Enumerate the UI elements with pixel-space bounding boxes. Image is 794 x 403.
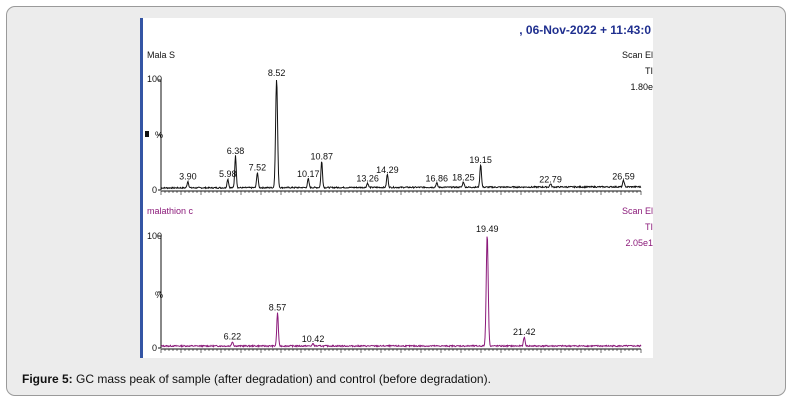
- sample-trace-label: Mala S: [147, 50, 175, 60]
- chromatogram-panel: , 06-Nov-2022 + 11:43:0 Mala S Scan El T…: [140, 18, 653, 358]
- peak-label: 3.90: [179, 171, 197, 181]
- peak-label: 22.79: [539, 175, 562, 185]
- peak-label: 19.15: [469, 155, 492, 165]
- control-y-tick-percent: %: [155, 290, 163, 300]
- caption-label: Figure 5:: [22, 372, 73, 386]
- peak-label: 26.59: [612, 171, 635, 181]
- sample-right-label-1: Scan El: [622, 50, 653, 60]
- peak-label: 8.52: [268, 68, 286, 78]
- control-trace-label: malathion c: [147, 206, 194, 216]
- control-y-tick-100: 100: [147, 231, 162, 241]
- chromatogram-trace: [160, 236, 642, 349]
- sample-right-label-3: 1.80e: [630, 82, 653, 92]
- sample-scale-marker: [145, 131, 149, 137]
- peak-label: 10.17: [297, 169, 320, 179]
- peak-label: 7.52: [249, 163, 267, 173]
- peak-label: 14.29: [376, 165, 399, 175]
- peak-label: 19.49: [476, 224, 499, 234]
- peak-label: 10.42: [302, 334, 325, 344]
- control-chromatogram: malathion c Scan El TI 2.05e1 100 % 0 6.…: [147, 206, 653, 353]
- peak-label: 6.38: [227, 146, 245, 156]
- chromatogram-trace: [160, 79, 642, 190]
- sample-y-tick-100: 100: [147, 74, 162, 84]
- control-y-tick-0: 0: [152, 343, 157, 353]
- peak-label: 10.87: [310, 152, 333, 162]
- peak-label: 5.98: [219, 169, 237, 179]
- figure-caption: Figure 5: GC mass peak of sample (after …: [22, 372, 491, 386]
- sample-right-label-2: TI: [645, 66, 653, 76]
- sample-y-tick-0: 0: [152, 185, 157, 195]
- control-right-label-1: Scan El: [622, 206, 653, 216]
- sample-chromatogram: Mala S Scan El TI 1.80e 100 % 0 3.90 5.98…: [145, 50, 653, 195]
- peak-label: 16.86: [425, 174, 448, 184]
- control-right-label-3: 2.05e1: [625, 238, 653, 248]
- control-right-label-2: TI: [645, 222, 653, 232]
- caption-text: GC mass peak of sample (after degradatio…: [72, 372, 491, 386]
- run-timestamp: , 06-Nov-2022 + 11:43:0: [519, 23, 651, 37]
- chromatogram-svg: , 06-Nov-2022 + 11:43:0 Mala S Scan El T…: [145, 23, 653, 353]
- peak-label: 13.26: [356, 174, 379, 184]
- peak-label: 8.57: [269, 302, 287, 312]
- peak-label: 18.25: [452, 173, 475, 183]
- peak-label: 6.22: [224, 332, 242, 342]
- peak-label: 21.42: [513, 327, 536, 337]
